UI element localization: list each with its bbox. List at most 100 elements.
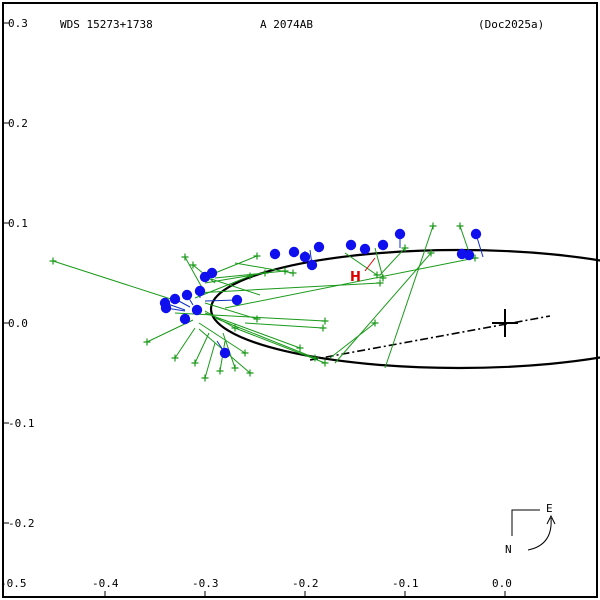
- micrometer-residual-line: [234, 262, 294, 274]
- primary-star-cross: [492, 309, 518, 337]
- micrometer-point: [379, 274, 387, 282]
- orientation-compass: E N: [505, 502, 556, 556]
- micrometer-residual-line: [244, 322, 324, 329]
- interferometric-point: [206, 267, 218, 279]
- orbit-reference: (Doc2025a): [478, 18, 544, 31]
- interferometric-point: [181, 289, 193, 301]
- y-tick-label: -0.2: [8, 517, 35, 530]
- system-id: WDS 15273+1738: [60, 18, 153, 31]
- micrometer-residual-line: [174, 312, 326, 322]
- micrometer-point: [171, 354, 179, 362]
- micrometer-residual-line: [234, 327, 326, 364]
- micrometer-point: [143, 338, 151, 346]
- hipparcos-residual-line: [364, 257, 376, 272]
- micrometer-residual-line: [194, 275, 251, 299]
- interferometric-point: [394, 228, 406, 240]
- micrometer-point: [49, 257, 57, 265]
- micrometer-point: [253, 315, 261, 323]
- micrometer-residual-line: [204, 312, 301, 349]
- micrometer-point: [246, 369, 254, 377]
- micrometer-point: [241, 349, 249, 357]
- micrometer-point: [231, 364, 239, 372]
- micrometer-residual-line: [204, 272, 266, 284]
- micrometer-residual-line: [204, 302, 258, 320]
- y-tick-label: 0.1: [8, 217, 28, 230]
- pair-name: A 2074AB: [260, 18, 313, 31]
- micrometer-residual-line: [214, 270, 286, 279]
- x-tick-label: -0.3: [192, 577, 219, 590]
- interferometric-point: [359, 243, 371, 255]
- compass-arrow: [527, 517, 552, 551]
- micrometer-point: [201, 374, 209, 382]
- interferometric-point: [306, 259, 318, 271]
- interferometric-point: [269, 248, 281, 260]
- micrometer-point: [181, 253, 189, 261]
- micrometer-point: [189, 261, 197, 269]
- micrometer-residual-line: [344, 252, 378, 276]
- y-tick-label: 0.3: [8, 17, 28, 30]
- micrometer-residual-line: [384, 225, 434, 369]
- micrometer-residual-line: [174, 327, 196, 359]
- x-tick-label: -0.4: [92, 577, 119, 590]
- interferometric-point: [377, 239, 389, 251]
- interferometric-point: [313, 241, 325, 253]
- x-tick-label: 0.0: [492, 577, 512, 590]
- micrometer-residual-line: [214, 255, 258, 274]
- interferometric-point: [231, 294, 243, 306]
- micrometer-point: [321, 359, 329, 367]
- x-tick-label: -0.1: [392, 577, 419, 590]
- micrometer-observations: [49, 222, 479, 382]
- interferometric-point: [345, 239, 357, 251]
- micrometer-residual-line: [204, 276, 261, 296]
- y-tick-label: -0.1: [8, 417, 35, 430]
- hipparcos-mark: H: [350, 270, 361, 285]
- micrometer-residual-line: [334, 252, 432, 364]
- compass-arrowhead: [546, 514, 556, 525]
- compass-north-label: N: [505, 543, 512, 556]
- interferometric-point: [191, 304, 203, 316]
- micrometer-point: [289, 269, 297, 277]
- micrometer-point: [216, 367, 224, 375]
- interferometric-point: [179, 313, 191, 325]
- micrometer-point: [319, 324, 327, 332]
- interferometric-observations: [159, 228, 484, 359]
- micrometer-point: [427, 249, 435, 257]
- primary-star-marker: [492, 309, 518, 337]
- interferometric-residual-line: [204, 299, 238, 302]
- x-tick-label: -0.2: [292, 577, 319, 590]
- compass-east-label: E: [546, 502, 553, 515]
- interferometric-point: [160, 302, 172, 314]
- micrometer-point: [321, 317, 329, 325]
- micrometer-residual-line: [379, 247, 406, 276]
- micrometer-point: [296, 344, 304, 352]
- micrometer-point: [371, 319, 379, 327]
- y-tick-label: 0.2: [8, 117, 28, 130]
- axis-ticks: -0.4 -0.3 -0.2 -0.1 0.0 0.3 0.2 0.1 0.0 -0.1 -0.2: [3, 17, 512, 597]
- interferometric-point: [169, 293, 181, 305]
- interferometric-point: [463, 249, 475, 261]
- interferometric-point: [288, 246, 300, 258]
- micrometer-point: [253, 252, 261, 260]
- compass-axes: [511, 509, 540, 536]
- y-tick-label: 0.0: [8, 317, 28, 330]
- micrometer-point: [401, 244, 409, 252]
- micrometer-residual-line: [198, 322, 246, 354]
- interferometric-point: [219, 347, 231, 359]
- micrometer-residual-line: [224, 257, 476, 309]
- orbit-ellipse: [209, 248, 600, 370]
- micrometer-residual-line: [329, 322, 376, 359]
- corner-axis-label: -0.5: [0, 577, 27, 590]
- interferometric-point: [299, 251, 311, 263]
- micrometer-residual-line: [204, 342, 216, 379]
- micrometer-point: [376, 279, 384, 287]
- interferometric-point: [470, 228, 482, 240]
- micrometer-residual-line: [52, 260, 178, 302]
- micrometer-residual-line: [194, 282, 381, 294]
- micrometer-point: [429, 222, 437, 230]
- micrometer-residual-line: [194, 332, 210, 364]
- micrometer-residual-line: [214, 317, 316, 359]
- micrometer-point: [456, 222, 464, 230]
- micrometer-point: [191, 359, 199, 367]
